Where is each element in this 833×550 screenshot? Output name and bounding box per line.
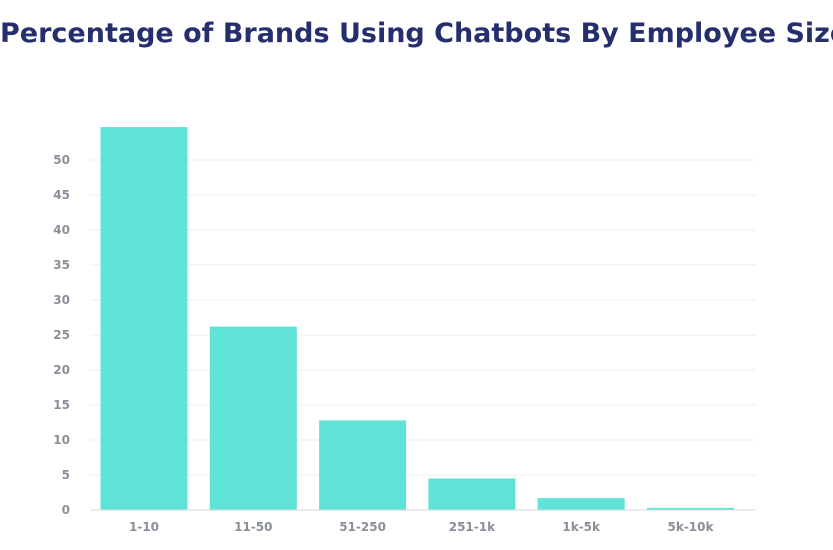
y-tick-label: 0 [62,503,70,517]
bar-5k-10k [647,507,734,510]
x-tick-label: 1k-5k [562,520,601,534]
bar-1k-5k [537,498,625,510]
y-tick-label: 30 [53,293,70,307]
bar-251-1k [428,478,516,510]
y-tick-label: 45 [53,188,70,202]
y-tick-label: 25 [53,328,70,342]
bar-51-250 [319,420,407,510]
x-tick-label: 11-50 [234,520,272,534]
y-tick-label: 10 [53,433,70,447]
y-tick-label: 40 [53,223,70,237]
bar-1-10 [100,127,188,510]
y-tick-label: 50 [53,153,70,167]
x-tick-label: 51-250 [339,520,386,534]
y-axis-ticks: 0 5 10 15 20 25 30 35 40 45 50 [53,153,70,517]
x-axis-labels: 1-10 11-50 51-250 251-1k 1k-5k 5k-10k [129,520,715,534]
bar-11-50 [209,326,297,510]
x-tick-label: 251-1k [449,520,496,534]
y-tick-label: 35 [53,258,70,272]
y-tick-label: 20 [53,363,70,377]
bars [100,127,734,510]
x-tick-label: 1-10 [129,520,159,534]
y-tick-label: 5 [62,468,70,482]
chart-title: Percentage of Brands Using Chatbots By E… [0,18,833,49]
gridlines [90,159,756,476]
y-tick-label: 15 [53,398,70,412]
x-tick-label: 5k-10k [668,520,715,534]
